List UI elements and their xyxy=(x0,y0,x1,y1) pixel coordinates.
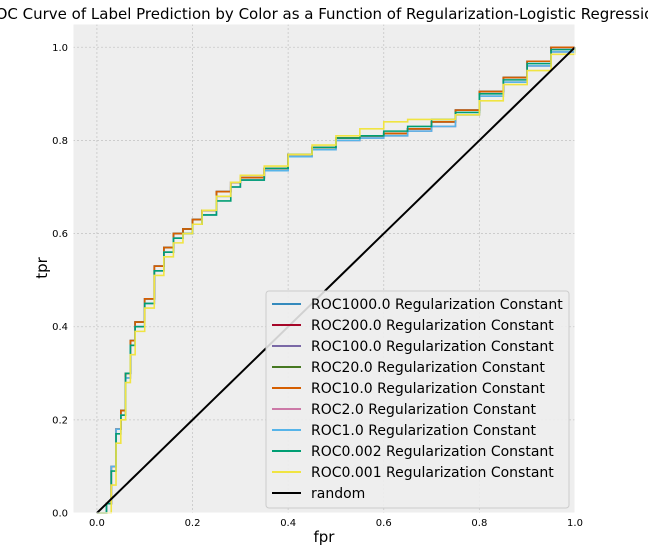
legend-label: ROC2.0 Regularization Constant xyxy=(311,402,536,418)
legend-label: ROC10.0 Regularization Constant xyxy=(311,381,545,397)
x-tick-label: 1.0 xyxy=(567,518,583,529)
legend-label: random xyxy=(311,486,365,502)
y-tick-label: 0.0 xyxy=(52,509,68,520)
y-tick-label: 0.2 xyxy=(52,415,68,426)
y-tick-label: 0.6 xyxy=(52,229,68,240)
series-line-9 xyxy=(96,46,576,514)
x-tick-label: 0.4 xyxy=(280,518,296,529)
legend-label: ROC200.0 Regularization Constant xyxy=(311,318,554,334)
legend-label: ROC1000.0 Regularization Constant xyxy=(311,297,563,313)
x-tick-label: 0.0 xyxy=(89,518,105,529)
plot-frame xyxy=(72,23,576,514)
legend: ROC1000.0 Regularization Constant ROC200.… xyxy=(265,290,570,509)
x-axis-label: fpr xyxy=(314,528,336,546)
legend-label: ROC100.0 Regularization Constant xyxy=(311,339,554,355)
y-axis-label: tpr xyxy=(33,256,51,278)
legend-label: ROC1.0 Regularization Constant xyxy=(311,423,536,439)
legend-label: ROC0.001 Regularization Constant xyxy=(311,465,554,481)
legend-box xyxy=(265,290,570,509)
x-tick-label: 0.8 xyxy=(471,518,487,529)
x-tick-label: 0.2 xyxy=(185,518,201,529)
x-tick-label: 0.6 xyxy=(376,518,392,529)
legend-label: ROC20.0 Regularization Constant xyxy=(311,360,545,376)
series-lines xyxy=(96,46,576,514)
y-tick-label: 1.0 xyxy=(52,43,68,54)
tick-labels: 0.0 0.2 0.4 0.6 0.8 1.0 0.0 0.2 0.4 0.6 0.8 1.0 xyxy=(52,43,583,529)
legend-label: ROC0.002 Regularization Constant xyxy=(311,444,554,460)
series-line-8 xyxy=(96,47,576,514)
y-tick-label: 0.4 xyxy=(52,322,68,333)
chart-title: ROC Curve of Label Prediction by Color a… xyxy=(0,5,648,23)
y-tick-label: 0.8 xyxy=(52,136,68,147)
